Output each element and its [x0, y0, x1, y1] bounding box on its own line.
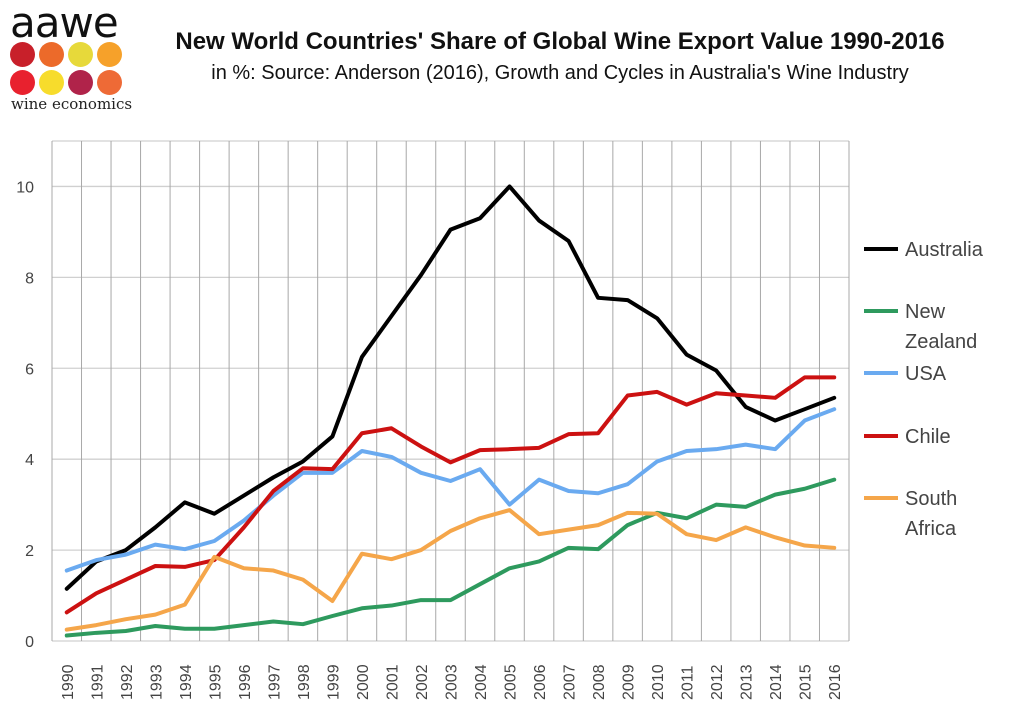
- legend-label: Zealand: [905, 331, 977, 353]
- logo-dot: [39, 42, 64, 67]
- x-tick-label: 2010: [650, 664, 667, 700]
- x-tick-label: 1990: [60, 664, 77, 700]
- x-tick-label: 1993: [148, 664, 165, 700]
- x-tick-label: 2003: [444, 664, 461, 700]
- x-tick-label: 2004: [473, 664, 490, 700]
- x-tick-label: 2014: [768, 664, 785, 700]
- x-tick-label: 1992: [119, 664, 136, 700]
- x-tick-label: 1998: [296, 664, 313, 700]
- legend-label: Africa: [905, 518, 957, 540]
- x-tick-label: 2006: [532, 664, 549, 700]
- y-tick-label: 0: [25, 634, 34, 651]
- y-tick-label: 2: [25, 543, 34, 560]
- x-tick-label: 2008: [591, 664, 608, 700]
- logo-dot: [10, 70, 35, 95]
- logo-dot: [68, 70, 93, 95]
- x-tick-label: 2013: [739, 664, 756, 700]
- x-tick-label: 2005: [503, 664, 520, 700]
- logo-tagline: wine economics: [11, 95, 133, 113]
- logo-wordmark: aawe: [10, 0, 119, 47]
- y-tick-label: 10: [16, 179, 34, 196]
- series-line-usa: [64, 407, 837, 573]
- aawe-logo: aawe wine economics: [8, 0, 133, 114]
- logo-dot: [97, 70, 122, 95]
- series-line-south-africa: [64, 508, 837, 632]
- x-tick-label: 2015: [798, 664, 815, 700]
- legend-label: South: [905, 488, 957, 510]
- series-line-chile: [64, 375, 837, 615]
- logo-dot: [10, 42, 35, 67]
- x-tick-label: 1991: [89, 664, 106, 700]
- chart-title: New World Countries' Share of Global Win…: [175, 28, 945, 55]
- logo-dot: [97, 42, 122, 67]
- y-tick-label: 6: [25, 361, 34, 378]
- series-line-new-zealand: [64, 477, 837, 638]
- x-tick-label: 2009: [621, 664, 638, 700]
- y-tick-label: 4: [25, 452, 34, 469]
- x-tick-label: 1996: [237, 664, 254, 700]
- legend-label: USA: [905, 363, 947, 385]
- logo-dot: [68, 42, 93, 67]
- x-tick-label: 2012: [709, 664, 726, 700]
- x-tick-label: 1997: [266, 664, 283, 700]
- x-tick-label: 2000: [355, 664, 372, 700]
- x-tick-label: 2016: [827, 664, 844, 700]
- x-tick-label: 2011: [680, 665, 697, 700]
- legend-label: New: [905, 301, 946, 323]
- logo-dot: [39, 70, 64, 95]
- y-tick-label: 8: [25, 270, 34, 287]
- x-tick-label: 1994: [178, 664, 195, 700]
- x-tick-label: 2002: [414, 664, 431, 700]
- chart-subtitle: in %: Source: Anderson (2016), Growth an…: [211, 62, 909, 84]
- legend-label: Chile: [905, 426, 951, 448]
- x-tick-label: 2007: [562, 664, 579, 700]
- x-tick-label: 1999: [325, 664, 342, 700]
- x-tick-label: 2001: [384, 664, 401, 700]
- series-line-australia: [64, 184, 837, 591]
- x-tick-label: 1995: [207, 664, 224, 700]
- legend-label: Australia: [905, 239, 984, 261]
